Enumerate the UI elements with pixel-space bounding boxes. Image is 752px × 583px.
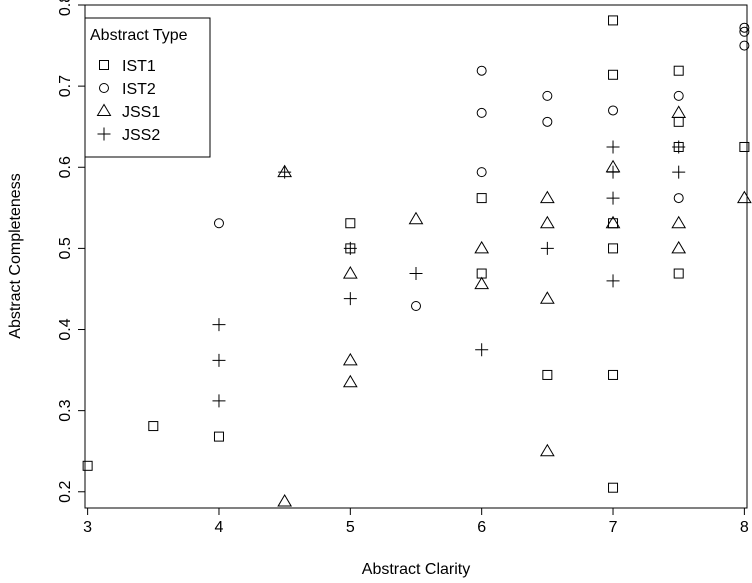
point-ist2: [739, 22, 750, 33]
point-ist1: [476, 193, 487, 204]
legend: Abstract Type IST1 IST2 JSS1 JSS2: [84, 17, 211, 158]
legend-entry-jss1: JSS1: [96, 103, 160, 121]
legend-entry-jss2: JSS2: [97, 127, 160, 144]
x-tick-label: 4: [215, 519, 224, 536]
series-jss1: [277, 105, 752, 507]
point-ist1: [608, 69, 619, 80]
x-tick-label: 3: [83, 519, 92, 536]
point-ist2: [608, 105, 619, 116]
legend-marker-jss2: [97, 127, 111, 141]
x-tick-label: 6: [477, 519, 486, 536]
point-ist1: [82, 460, 93, 471]
point-jss2: [606, 274, 620, 288]
series-ist2: [213, 22, 750, 311]
point-jss2: [606, 191, 620, 205]
point-jss1: [671, 240, 687, 254]
y-tick-label: 0.2: [57, 481, 74, 503]
data-points: [82, 15, 752, 507]
point-jss2: [540, 241, 554, 255]
point-jss2: [278, 165, 292, 179]
point-ist1: [673, 116, 684, 127]
y-axis: 0.2 0.3 0.4 0.5 0.6 0.7 0.8: [57, 0, 85, 503]
point-jss1: [277, 494, 293, 507]
point-jss2: [475, 343, 489, 357]
x-axis: 3 4 5 6 7 8: [83, 508, 749, 536]
point-jss2: [606, 165, 620, 179]
point-ist2: [673, 193, 684, 204]
point-ist2: [542, 90, 553, 101]
point-jss1: [539, 291, 555, 304]
point-ist1: [673, 268, 684, 279]
point-ist1: [608, 482, 619, 493]
point-ist1: [608, 243, 619, 254]
legend-marker-ist1: [99, 60, 109, 70]
point-jss1: [605, 215, 621, 229]
point-ist2: [542, 116, 553, 127]
point-ist1: [345, 218, 356, 229]
point-jss1: [342, 352, 358, 366]
point-jss1: [539, 190, 555, 204]
point-jss1: [736, 190, 752, 204]
point-ist1: [739, 141, 750, 152]
point-ist2: [213, 218, 224, 229]
plot-frame: [84, 4, 748, 509]
point-ist1: [608, 369, 619, 380]
point-ist2: [411, 300, 421, 311]
point-jss2: [343, 241, 357, 255]
legend-marker-ist2: [99, 83, 109, 93]
point-ist1: [542, 369, 553, 380]
x-tick-label: 7: [609, 519, 618, 536]
point-jss2: [343, 292, 357, 306]
point-jss2: [212, 394, 226, 408]
legend-entry-ist2: IST2: [99, 81, 156, 98]
point-jss2: [672, 165, 686, 179]
y-tick-label: 0.5: [57, 237, 74, 259]
point-ist2: [476, 107, 487, 118]
legend-label: IST1: [122, 58, 156, 75]
point-jss2: [212, 318, 226, 332]
legend-entries: IST1 IST2 JSS1 JSS2: [96, 58, 160, 144]
legend-label: JSS1: [122, 104, 160, 121]
point-ist1: [608, 218, 619, 229]
point-jss1: [474, 240, 490, 254]
point-ist1: [213, 431, 224, 442]
point-jss2: [409, 267, 423, 281]
point-jss1: [671, 105, 687, 118]
point-ist1: [148, 421, 159, 432]
legend-label: IST2: [122, 81, 156, 98]
point-jss2: [672, 140, 686, 154]
point-jss2: [606, 140, 620, 154]
point-ist2: [476, 65, 487, 76]
point-ist2: [476, 167, 487, 178]
y-tick-label: 0.6: [57, 156, 74, 178]
x-tick-label: 8: [740, 519, 749, 536]
x-tick-label: 5: [346, 519, 355, 536]
point-jss1: [342, 374, 358, 388]
point-ist1: [673, 65, 684, 76]
y-tick-label: 0.3: [57, 399, 74, 421]
point-jss1: [342, 266, 358, 279]
y-tick-label: 0.8: [57, 0, 74, 16]
legend-marker-jss1: [96, 103, 112, 117]
legend-title: Abstract Type: [90, 27, 188, 44]
point-jss1: [671, 215, 687, 229]
x-axis-label: Abstract Clarity: [362, 561, 470, 578]
point-jss1: [539, 443, 555, 457]
point-ist2: [673, 90, 684, 101]
point-jss1: [408, 211, 424, 225]
y-axis-label: Abstract Completeness: [7, 173, 24, 338]
y-tick-label: 0.4: [57, 318, 74, 340]
y-tick-label: 0.7: [57, 75, 74, 97]
point-ist2: [739, 26, 750, 37]
legend-label: JSS2: [122, 127, 160, 144]
series-jss2: [212, 140, 686, 408]
point-ist2: [739, 40, 750, 51]
point-jss2: [212, 353, 226, 367]
point-ist1: [608, 15, 619, 26]
point-jss1: [474, 276, 490, 290]
point-jss1: [539, 215, 555, 229]
legend-entry-ist1: IST1: [99, 58, 156, 75]
